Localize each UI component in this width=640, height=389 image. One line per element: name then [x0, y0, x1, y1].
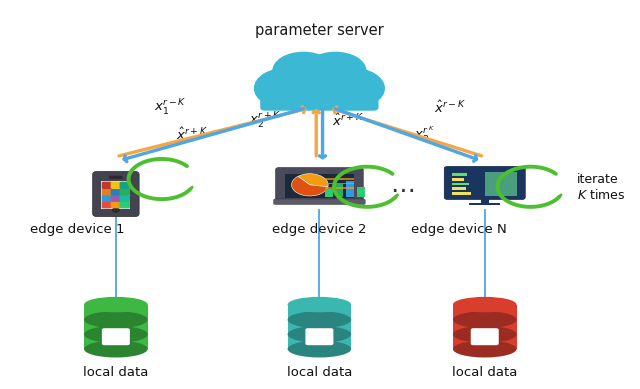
Ellipse shape [453, 311, 516, 328]
FancyBboxPatch shape [111, 182, 121, 189]
Bar [325, 178, 355, 180]
FancyBboxPatch shape [273, 199, 365, 205]
FancyBboxPatch shape [120, 188, 130, 195]
Circle shape [113, 208, 119, 212]
FancyBboxPatch shape [93, 171, 139, 217]
Circle shape [278, 58, 361, 108]
Bar [451, 178, 464, 180]
Text: iterate: iterate [577, 173, 619, 186]
Ellipse shape [84, 311, 148, 328]
Bar [325, 189, 333, 197]
Text: local data: local data [287, 366, 352, 379]
Bar [336, 184, 344, 197]
FancyBboxPatch shape [260, 81, 378, 111]
Text: $K$ times: $K$ times [577, 188, 625, 202]
Bar [325, 182, 355, 184]
Ellipse shape [453, 326, 516, 343]
Bar [486, 172, 517, 196]
FancyBboxPatch shape [275, 167, 364, 203]
Bar [453, 305, 516, 349]
Ellipse shape [287, 326, 351, 343]
Text: local data: local data [452, 366, 517, 379]
Circle shape [273, 53, 334, 89]
FancyBboxPatch shape [101, 181, 131, 209]
Text: $x_1^{r-K}$: $x_1^{r-K}$ [154, 98, 186, 117]
Text: $\cdots$: $\cdots$ [390, 177, 414, 201]
FancyBboxPatch shape [102, 201, 112, 209]
Bar [469, 203, 500, 205]
Ellipse shape [453, 297, 516, 312]
Text: $x_3^{r^{\,K}}$: $x_3^{r^{\,K}}$ [414, 124, 435, 145]
Text: edge device 1: edge device 1 [31, 223, 125, 237]
Text: $\hat{x}^{r+K}$: $\hat{x}^{r+K}$ [176, 126, 208, 143]
Bar [451, 187, 465, 190]
Bar [325, 187, 355, 189]
Bar [84, 305, 148, 349]
Ellipse shape [453, 340, 516, 357]
Circle shape [255, 68, 321, 109]
Text: edge device 2: edge device 2 [272, 223, 367, 237]
Bar [451, 192, 471, 194]
Bar [287, 305, 351, 349]
Text: edge device N: edge device N [412, 223, 507, 237]
Ellipse shape [84, 297, 148, 312]
Ellipse shape [287, 311, 351, 328]
FancyBboxPatch shape [102, 182, 112, 189]
FancyBboxPatch shape [102, 194, 112, 202]
FancyBboxPatch shape [120, 182, 130, 189]
FancyBboxPatch shape [444, 166, 525, 200]
Bar [451, 173, 467, 176]
Text: $\hat{x}^{r+K}$: $\hat{x}^{r+K}$ [332, 113, 364, 129]
Ellipse shape [287, 340, 351, 357]
Ellipse shape [84, 326, 148, 343]
Bar [285, 174, 354, 198]
Circle shape [318, 68, 384, 109]
Bar [481, 197, 489, 204]
Circle shape [305, 53, 366, 89]
FancyBboxPatch shape [305, 328, 333, 345]
Wedge shape [298, 174, 328, 187]
Text: $x_2^{r+K}$: $x_2^{r+K}$ [249, 111, 282, 131]
FancyBboxPatch shape [471, 328, 499, 345]
Bar [357, 187, 365, 197]
FancyBboxPatch shape [102, 328, 130, 345]
FancyBboxPatch shape [111, 194, 121, 202]
Text: parameter server: parameter server [255, 23, 384, 38]
FancyBboxPatch shape [102, 188, 112, 195]
Wedge shape [292, 176, 328, 196]
Text: $\hat{x}^{r-K}$: $\hat{x}^{r-K}$ [434, 100, 466, 116]
FancyBboxPatch shape [120, 201, 130, 209]
Text: local data: local data [83, 366, 148, 379]
FancyBboxPatch shape [120, 194, 130, 202]
FancyBboxPatch shape [111, 201, 121, 209]
FancyBboxPatch shape [111, 188, 121, 195]
FancyBboxPatch shape [109, 176, 123, 179]
Bar [451, 183, 469, 185]
Ellipse shape [84, 340, 148, 357]
Ellipse shape [287, 297, 351, 312]
Bar [346, 181, 354, 197]
